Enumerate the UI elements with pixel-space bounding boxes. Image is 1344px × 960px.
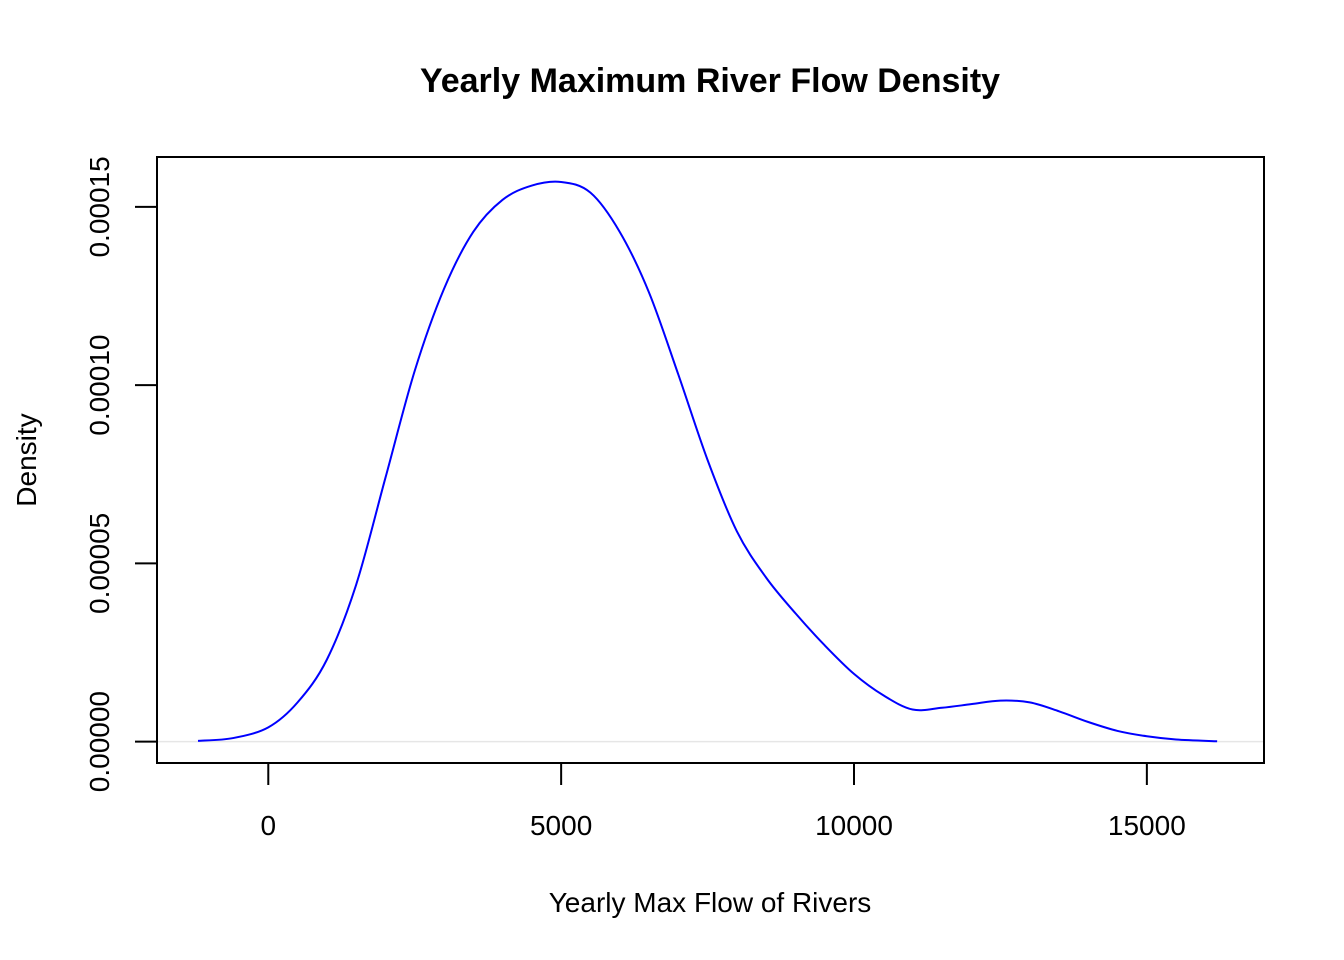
y-tick-label: 0.00015 — [84, 156, 115, 257]
x-axis-label: Yearly Max Flow of Rivers — [549, 887, 872, 918]
density-line — [197, 180, 1218, 743]
y-axis: 0.00000 0.00005 0.00010 0.00015 — [84, 156, 158, 792]
x-axis: 0 5000 10000 15000 — [260, 762, 1186, 841]
x-tick-label: 0 — [260, 810, 276, 841]
x-tick-label: 5000 — [530, 810, 592, 841]
y-axis-label: Density — [11, 413, 42, 506]
x-tick-label: 15000 — [1108, 810, 1186, 841]
plot-frame — [156, 156, 1265, 764]
y-tick-label: 0.00010 — [84, 335, 115, 436]
y-tick-label: 0.00005 — [84, 513, 115, 614]
y-tick-label: 0.00000 — [84, 691, 115, 792]
chart-title: Yearly Maximum River Flow Density — [420, 62, 1000, 100]
x-tick-label: 10000 — [815, 810, 893, 841]
